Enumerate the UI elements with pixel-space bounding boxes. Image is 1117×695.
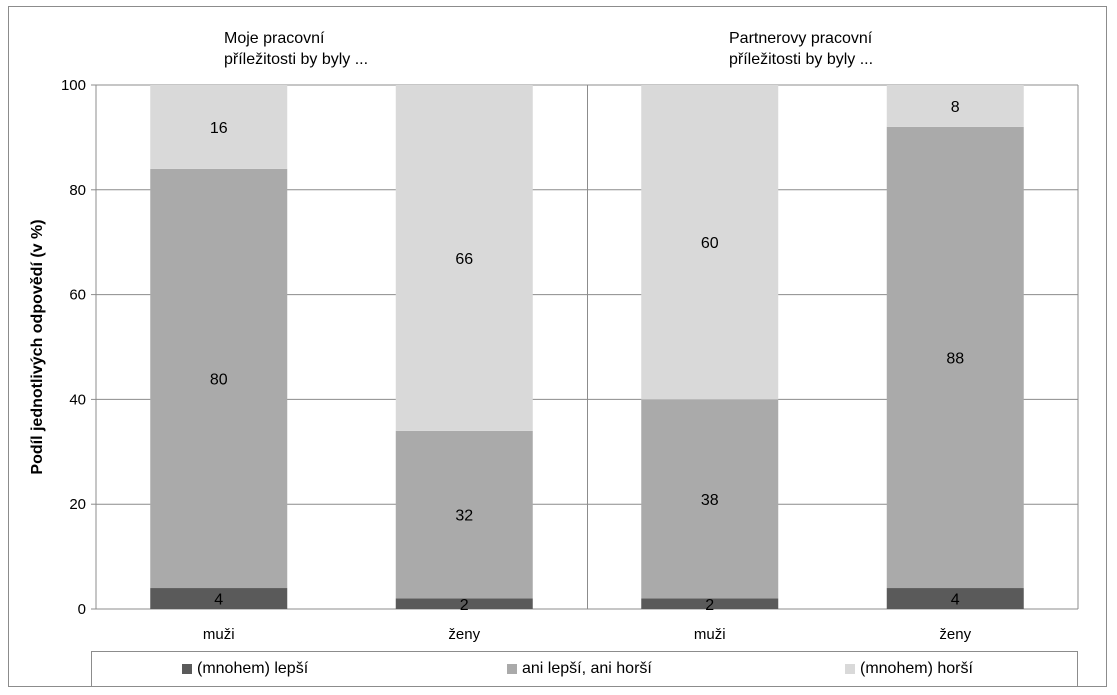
data-label: 8 [951, 99, 960, 116]
legend-label-same: ani lepší, ani horší [522, 660, 652, 677]
data-label: 16 [210, 120, 228, 137]
bar-segment [395, 430, 533, 599]
bar-segment [641, 85, 779, 400]
data-label: 32 [455, 508, 473, 525]
group-title-right: Partnerovy pracovní příležitosti by byly… [729, 28, 873, 70]
bar-segment [395, 598, 533, 609]
stacked-bar-chart: 0 20 40 60 80 100 Podíl jednotlivých odpovědí … [29, 77, 1079, 643]
legend-item-worse: (mnohem) horší [845, 652, 973, 686]
bar-segment [150, 168, 288, 589]
data-label: 2 [705, 597, 714, 614]
group-title-left-line1: Moje pracovní [224, 30, 325, 47]
data-label: 66 [455, 251, 473, 268]
bar-segment [886, 85, 1024, 127]
x-tick-label: ženy [448, 626, 480, 643]
y-tick-label: 40 [69, 391, 86, 408]
bar-segment [886, 126, 1024, 589]
legend: (mnohem) lepší ani lepší, ani horší (mno… [91, 651, 1078, 687]
group-title-left-line2: příležitosti by byly ... [224, 51, 369, 68]
legend-swatch-worse [845, 664, 855, 674]
data-label: 4 [214, 592, 223, 609]
y-tick-label: 60 [69, 287, 86, 304]
bar-segment [641, 399, 779, 599]
y-tick-label: 0 [78, 601, 86, 618]
data-label: 60 [701, 235, 719, 252]
bar-segment [886, 588, 1024, 609]
y-tick-label: 100 [61, 77, 86, 94]
bar-segment [641, 598, 779, 609]
legend-item-same: ani lepší, ani horší [507, 652, 652, 686]
legend-item-better: (mnohem) lepší [182, 652, 308, 686]
x-tick-label: muži [694, 626, 726, 643]
bar-segment [395, 85, 533, 431]
legend-label-worse: (mnohem) horší [860, 660, 973, 677]
data-label: 4 [951, 592, 960, 609]
legend-label-better: (mnohem) lepší [197, 660, 309, 677]
group-title-left: Moje pracovní příležitosti by byly ... [224, 28, 368, 70]
y-axis-label: Podíl jednotlivých odpovědí (v %) [29, 219, 46, 474]
y-tick-label: 80 [69, 182, 86, 199]
bar-segment [150, 588, 288, 609]
data-label: 88 [946, 350, 964, 367]
data-label: 80 [210, 371, 228, 388]
bar-segment [150, 85, 288, 169]
legend-swatch-better [182, 664, 192, 674]
y-tick-label: 20 [69, 496, 86, 513]
x-tick-label: ženy [939, 626, 971, 643]
group-title-right-line2: příležitosti by byly ... [729, 51, 874, 68]
data-label: 2 [460, 597, 469, 614]
group-title-right-line1: Partnerovy pracovní [729, 30, 873, 47]
data-label: 38 [701, 492, 719, 509]
x-tick-label: muži [203, 626, 235, 643]
legend-swatch-same [507, 664, 517, 674]
